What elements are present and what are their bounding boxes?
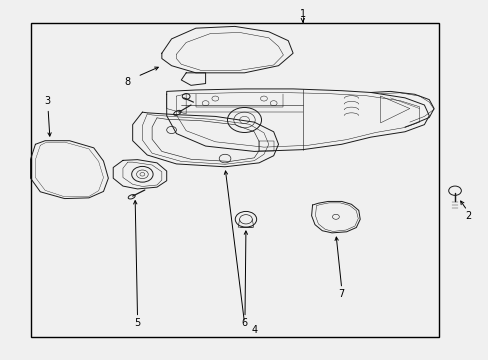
Text: 4: 4 <box>251 325 257 335</box>
Text: 6: 6 <box>241 318 247 328</box>
Text: 8: 8 <box>124 77 131 87</box>
Text: 5: 5 <box>134 318 141 328</box>
Text: 2: 2 <box>464 211 470 221</box>
Bar <box>30 23 438 337</box>
Text: 7: 7 <box>338 289 344 299</box>
Text: 3: 3 <box>44 96 51 107</box>
Text: 1: 1 <box>299 9 305 19</box>
